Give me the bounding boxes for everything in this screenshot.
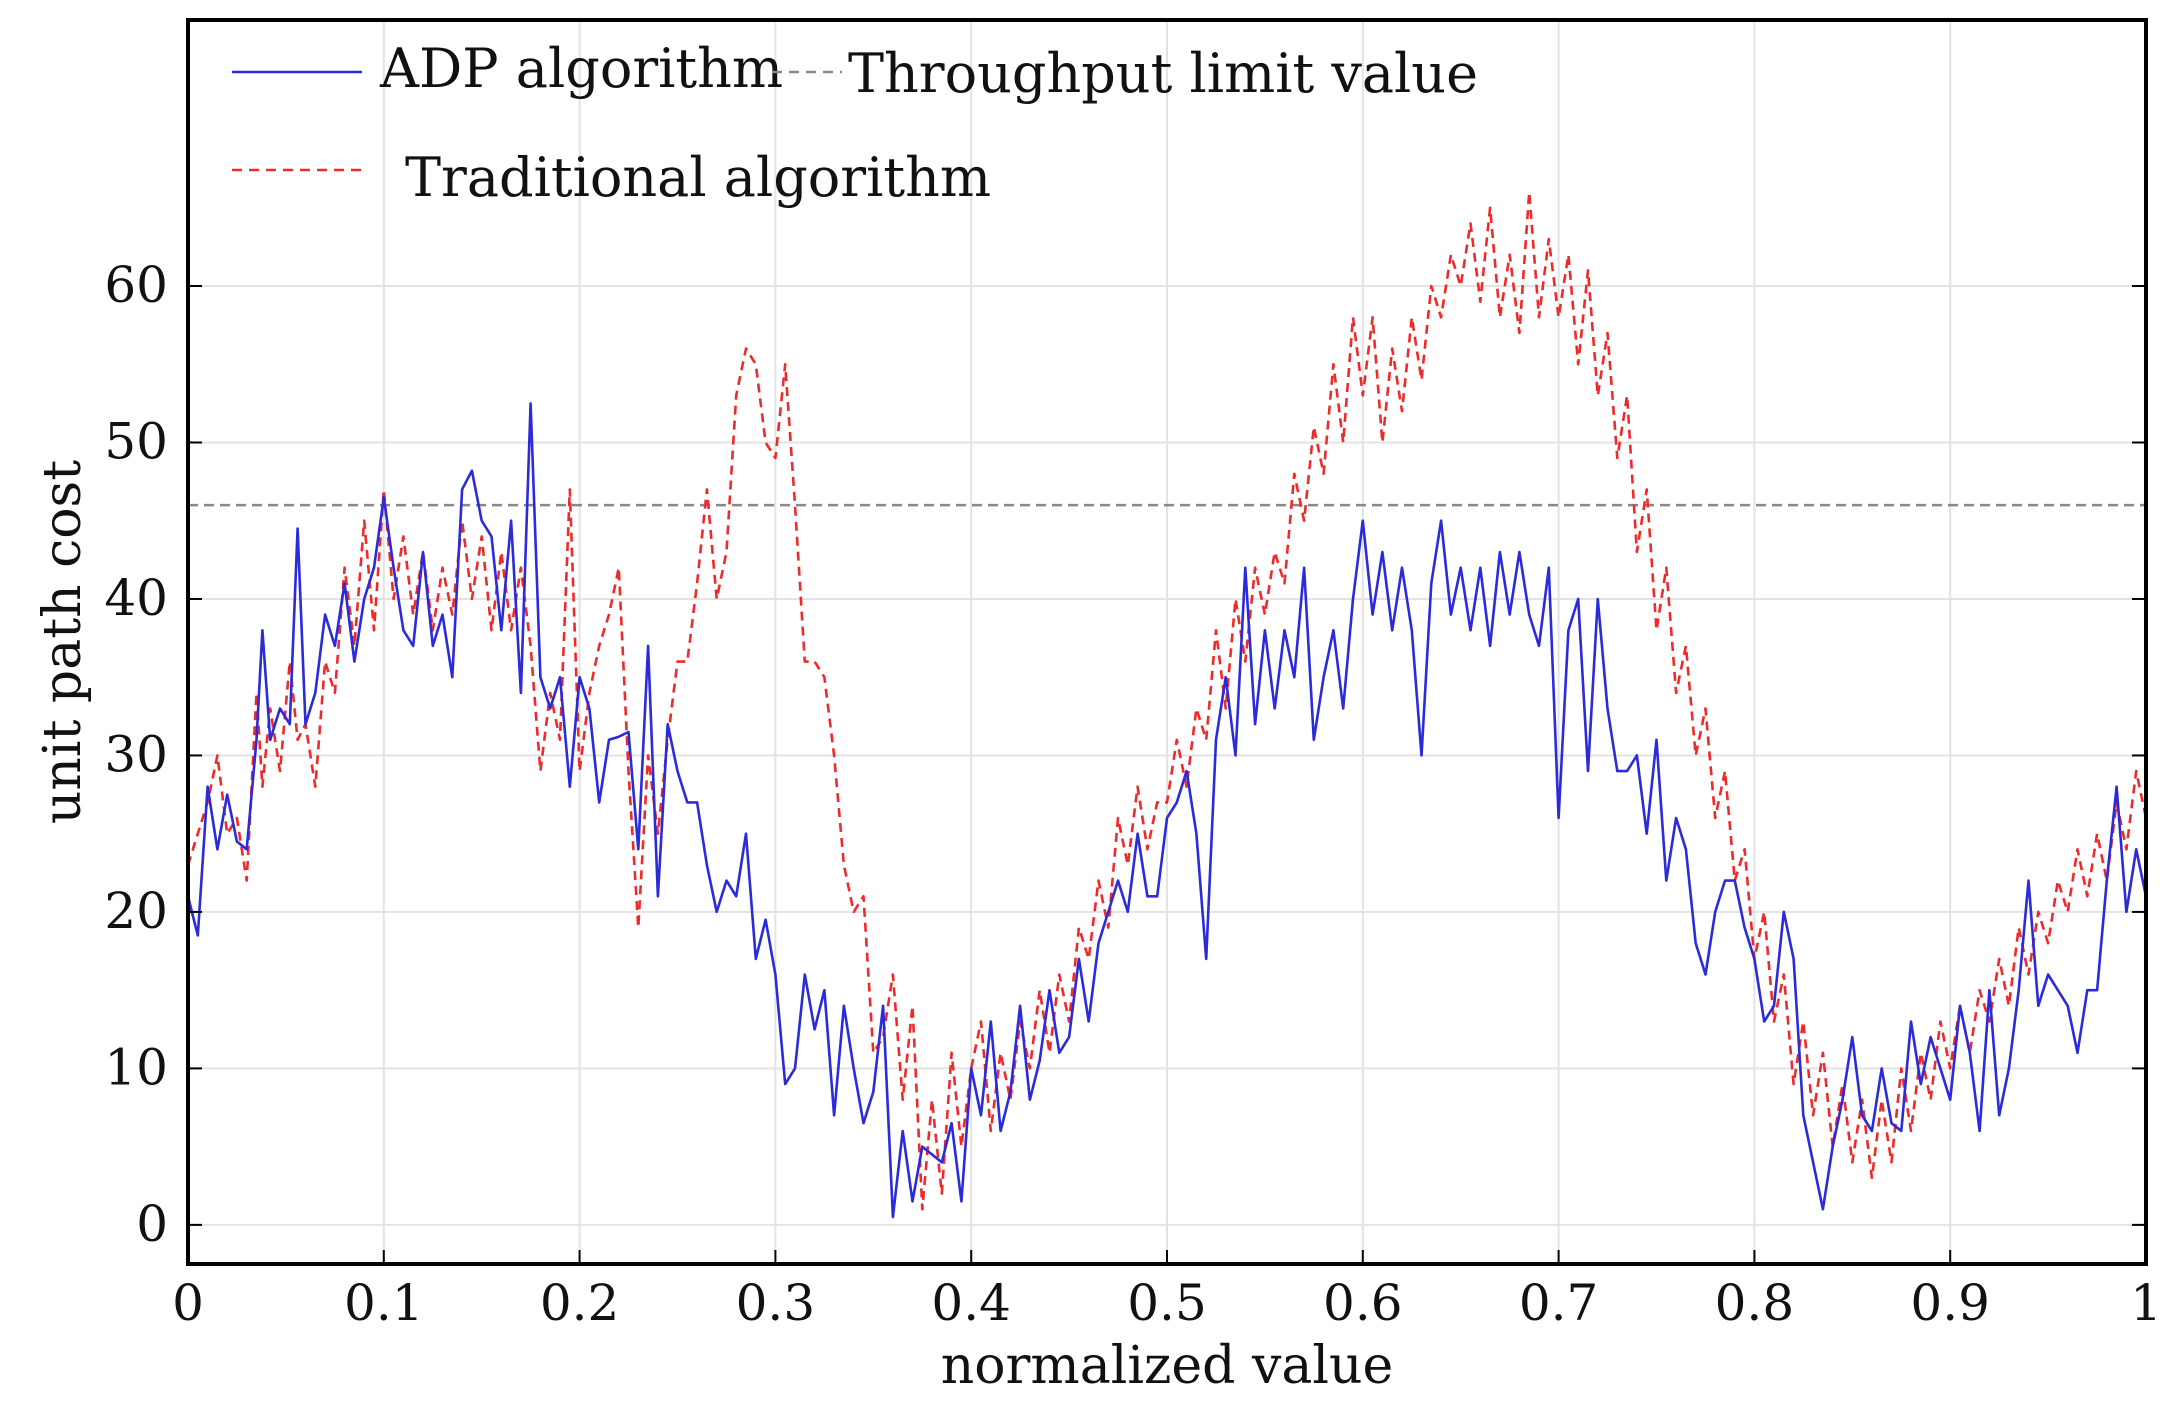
x-tick-label: 0.2 bbox=[540, 1274, 620, 1332]
y-tick-label: 0 bbox=[136, 1195, 168, 1253]
x-tick-label: 0.5 bbox=[1127, 1274, 1207, 1332]
x-axis-label: normalized value bbox=[941, 1336, 1394, 1396]
x-tick-label: 0 bbox=[172, 1274, 204, 1332]
y-tick-label: 40 bbox=[104, 569, 168, 627]
x-tick-label: 0.4 bbox=[931, 1274, 1011, 1332]
grid bbox=[188, 20, 2146, 1264]
adp-algorithm-line bbox=[186, 402, 2148, 1219]
series-group bbox=[186, 190, 2148, 1219]
y-tick-label: 10 bbox=[104, 1038, 168, 1096]
x-tick-label: 0.3 bbox=[736, 1274, 816, 1332]
legend-label-traditional: Traditional algorithm bbox=[405, 146, 991, 209]
x-tick-label: 0.6 bbox=[1323, 1274, 1403, 1332]
y-axis-label: unit path cost bbox=[33, 460, 93, 824]
y-tick-label: 50 bbox=[104, 412, 168, 470]
y-tick-label: 30 bbox=[104, 725, 168, 783]
x-tick-label: 1 bbox=[2130, 1274, 2162, 1332]
x-tick-label: 0.1 bbox=[344, 1274, 424, 1332]
legend-label-adp: ADP algorithm bbox=[379, 37, 783, 100]
x-tick-label: 0.7 bbox=[1519, 1274, 1599, 1332]
legend-label-throughput-limit: Throughput limit value bbox=[848, 42, 1478, 105]
traditional-algorithm-line bbox=[186, 190, 2148, 1211]
ticks: 0 0.1 0.2 0.3 0.4 0.5 0.6 0.7 0.8 0.9 101020304050… bbox=[104, 256, 2162, 1332]
legend: ADP algorithm Throughput limit value Tra… bbox=[232, 37, 1478, 209]
x-tick-label: 0.8 bbox=[1715, 1274, 1795, 1332]
y-tick-label: 20 bbox=[104, 882, 168, 940]
y-tick-label: 60 bbox=[104, 256, 168, 314]
x-tick-label: 0.9 bbox=[1910, 1274, 1990, 1332]
